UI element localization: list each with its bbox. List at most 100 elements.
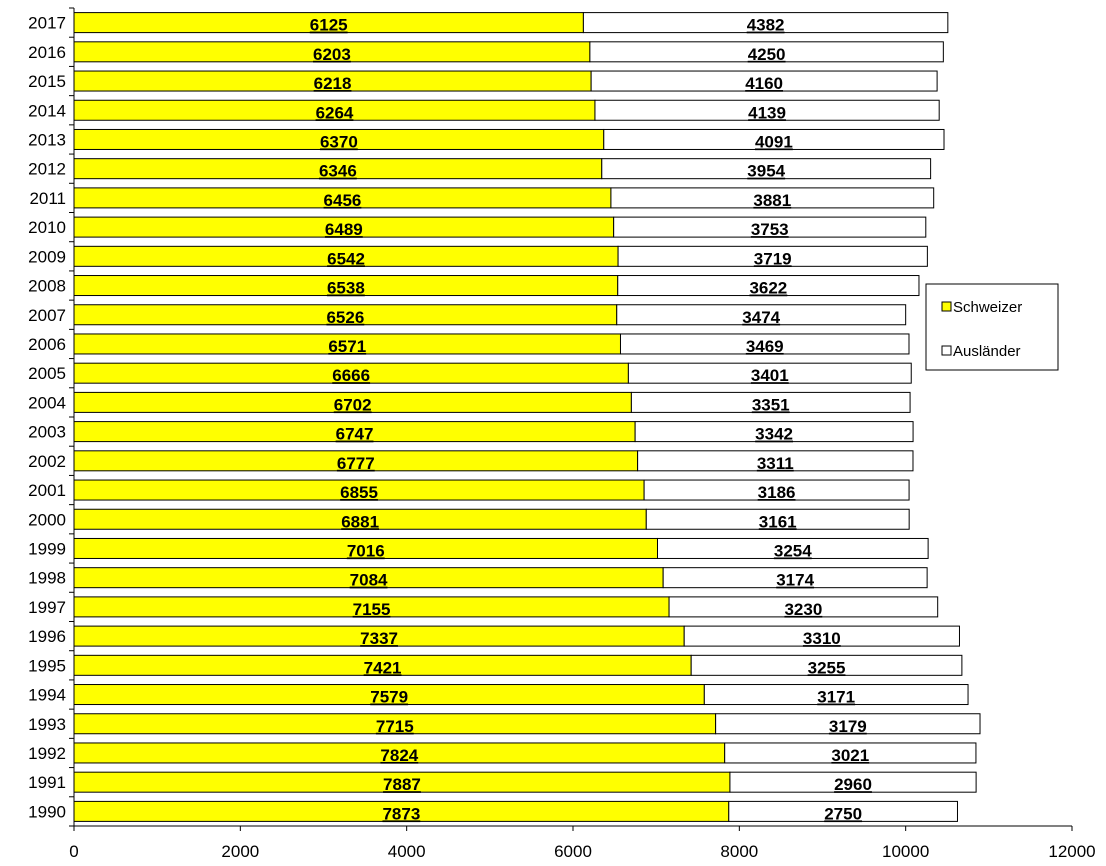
y-tick-label-1992: 1992 xyxy=(28,744,66,763)
data-label-schweizer-2016: 6203 xyxy=(313,45,351,64)
data-label-schweizer-2012: 6346 xyxy=(319,162,357,181)
data-label-schweizer-2008: 6538 xyxy=(327,279,365,298)
legend-swatch-auslaender xyxy=(941,345,952,356)
x-tick-label-10000: 10000 xyxy=(882,842,929,861)
y-tick-label-1996: 1996 xyxy=(28,627,66,646)
y-tick-label-2015: 2015 xyxy=(28,72,66,91)
y-tick-label-1994: 1994 xyxy=(28,686,66,705)
bar-auslaender-2000 xyxy=(645,508,910,530)
data-label-schweizer-2006: 6571 xyxy=(328,337,366,356)
bar-auslaender-2002 xyxy=(637,450,914,472)
data-label-auslaender-2012: 3954 xyxy=(747,162,785,181)
y-tick-label-2003: 2003 xyxy=(28,423,66,442)
bar-auslaender-2017 xyxy=(582,12,949,34)
bar-auslaender-1998 xyxy=(662,567,928,589)
data-label-auslaender-2005: 3401 xyxy=(751,366,789,385)
data-label-schweizer-2014: 6264 xyxy=(316,103,354,122)
bar-auslaender-2008 xyxy=(617,275,920,297)
y-tick-label-2012: 2012 xyxy=(28,160,66,179)
y-tick-label-1998: 1998 xyxy=(28,569,66,588)
legend-swatch-schweizer xyxy=(941,301,952,312)
data-label-auslaender-1994: 3171 xyxy=(817,688,855,707)
data-label-auslaender-2002: 3311 xyxy=(757,454,794,473)
bar-auslaender-1994 xyxy=(703,684,969,706)
y-tick-label-2013: 2013 xyxy=(28,130,66,149)
bar-auslaender-1999 xyxy=(656,537,929,559)
legend: Schweizer Ausländer xyxy=(925,283,1059,371)
bar-auslaender-1992 xyxy=(724,742,977,764)
bar-auslaender-2007 xyxy=(616,304,907,326)
data-label-auslaender-2013: 4091 xyxy=(755,132,793,151)
x-tick-label-8000: 8000 xyxy=(720,842,758,861)
data-label-schweizer-2011: 6456 xyxy=(324,191,362,210)
y-tick-label-1993: 1993 xyxy=(28,715,66,734)
data-label-schweizer-1998: 7084 xyxy=(350,571,388,590)
bar-auslaender-2011 xyxy=(610,187,935,209)
data-label-auslaender-1998: 3174 xyxy=(776,571,814,590)
bar-auslaender-2004 xyxy=(630,391,911,413)
data-label-schweizer-2007: 6526 xyxy=(326,308,364,327)
data-label-schweizer-1997: 7155 xyxy=(353,600,391,619)
ticks-layer: 1990 1991 1992 1993 1994 1995 1996 1997 1998 1999… xyxy=(28,7,1096,861)
data-label-schweizer-1996: 7337 xyxy=(360,629,398,648)
y-tick-label-2011: 2011 xyxy=(29,189,66,208)
data-label-auslaender-1995: 3255 xyxy=(808,658,846,677)
bar-auslaender-1996 xyxy=(683,625,960,647)
bar-auslaender-2012 xyxy=(601,158,932,180)
data-label-auslaender-2011: 3881 xyxy=(753,191,791,210)
y-tick-label-2009: 2009 xyxy=(28,247,66,266)
bars-layer xyxy=(73,12,981,822)
bar-auslaender-2016 xyxy=(589,41,944,63)
data-label-auslaender-1999: 3254 xyxy=(774,541,812,560)
bar-auslaender-2010 xyxy=(613,216,927,238)
data-label-schweizer-2002: 6777 xyxy=(337,454,375,473)
data-label-auslaender-1991: 2960 xyxy=(834,775,872,794)
data-label-schweizer-1999: 7016 xyxy=(347,541,385,560)
y-tick-label-1999: 1999 xyxy=(28,539,66,558)
data-label-schweizer-1991: 7887 xyxy=(383,775,421,794)
data-label-auslaender-2000: 3161 xyxy=(759,512,797,531)
data-label-auslaender-2003: 3342 xyxy=(755,425,793,444)
data-label-auslaender-2008: 3622 xyxy=(749,279,787,298)
y-tick-label-2001: 2001 xyxy=(28,481,66,500)
data-label-schweizer-1992: 7824 xyxy=(380,746,418,765)
bar-auslaender-2014 xyxy=(594,99,940,121)
data-label-schweizer-2003: 6747 xyxy=(336,425,374,444)
data-label-auslaender-1997: 3230 xyxy=(784,600,822,619)
y-tick-label-1997: 1997 xyxy=(28,598,66,617)
x-tick-label-2000: 2000 xyxy=(221,842,259,861)
data-label-auslaender-2014: 4139 xyxy=(748,103,786,122)
data-label-auslaender-2016: 4250 xyxy=(748,45,786,64)
bar-auslaender-1991 xyxy=(729,771,977,793)
data-label-auslaender-1990: 2750 xyxy=(824,804,862,823)
legend-box xyxy=(925,283,1059,371)
bar-auslaender-2009 xyxy=(617,245,928,267)
y-tick-label-2002: 2002 xyxy=(28,452,66,471)
data-label-auslaender-2004: 3351 xyxy=(752,395,790,414)
bar-auslaender-1997 xyxy=(668,596,939,618)
y-tick-label-2008: 2008 xyxy=(28,277,66,296)
data-label-schweizer-2001: 6855 xyxy=(340,483,378,502)
data-label-schweizer-1994: 7579 xyxy=(370,688,408,707)
y-tick-label-1995: 1995 xyxy=(28,656,66,675)
data-label-auslaender-2006: 3469 xyxy=(746,337,784,356)
data-labels-layer: 7873 2750 7887 2960 7824 3021 7715 3179 7579 3171… xyxy=(310,16,872,824)
data-label-auslaender-2001: 3186 xyxy=(758,483,796,502)
data-label-schweizer-1990: 7873 xyxy=(382,804,420,823)
data-label-schweizer-1993: 7715 xyxy=(376,717,414,736)
data-label-auslaender-2010: 3753 xyxy=(751,220,789,239)
data-label-schweizer-1995: 7421 xyxy=(364,658,402,677)
bar-auslaender-2013 xyxy=(603,128,945,150)
y-tick-label-2004: 2004 xyxy=(28,393,66,412)
y-tick-label-2005: 2005 xyxy=(28,364,66,383)
bar-auslaender-1995 xyxy=(690,654,963,676)
x-tick-label-6000: 6000 xyxy=(554,842,592,861)
data-label-auslaender-2017: 4382 xyxy=(747,16,785,35)
y-tick-label-2014: 2014 xyxy=(28,101,66,120)
y-tick-label-2000: 2000 xyxy=(28,510,66,529)
bar-auslaender-2006 xyxy=(619,333,910,355)
bar-auslaender-2005 xyxy=(627,362,912,384)
data-label-schweizer-2005: 6666 xyxy=(332,366,370,385)
data-label-auslaender-1996: 3310 xyxy=(803,629,841,648)
data-label-auslaender-2015: 4160 xyxy=(745,74,783,93)
